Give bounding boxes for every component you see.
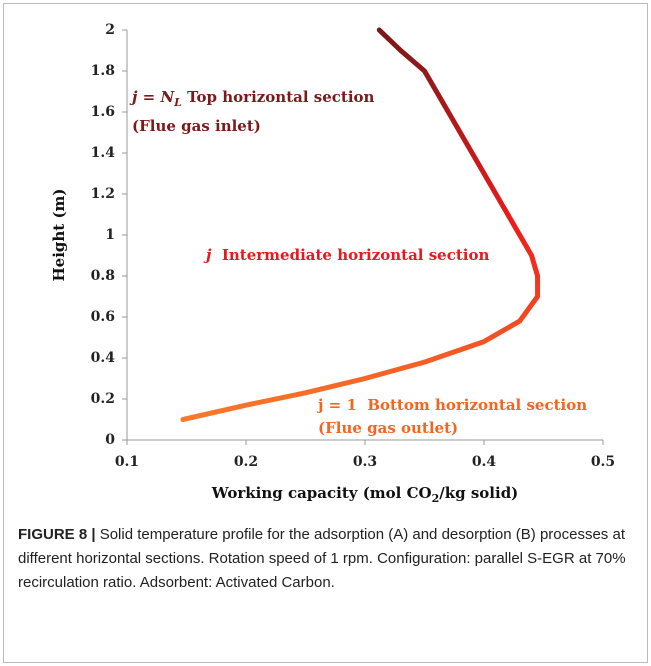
y-tick-label: 1 bbox=[105, 227, 115, 243]
x-tick-label: 0.1 bbox=[115, 454, 139, 470]
y-tick-label: 1.6 bbox=[91, 104, 115, 120]
y-tick-label: 0.8 bbox=[91, 268, 115, 284]
annotation: (Flue gas inlet) bbox=[132, 117, 261, 135]
y-tick-label: 1.8 bbox=[91, 63, 115, 79]
caption: FIGURE 8 | Solid temperature profile for… bbox=[18, 523, 633, 595]
curve bbox=[180, 27, 541, 422]
annotation-part: j bbox=[203, 246, 212, 264]
annotation: j Intermediate horizontal section bbox=[203, 246, 489, 264]
y-tick-label: 1.4 bbox=[91, 145, 116, 161]
x-tick-label: 0.2 bbox=[234, 454, 258, 470]
y-tick-label: 0.6 bbox=[91, 309, 115, 325]
annotation-part: Intermediate horizontal section bbox=[211, 246, 489, 264]
annotation: (Flue gas outlet) bbox=[318, 419, 458, 437]
caption-text: Solid temperature profile for the adsorp… bbox=[18, 526, 626, 591]
annotation-part: Top horizontal section bbox=[182, 88, 375, 106]
x-label-sub: 2 bbox=[432, 492, 440, 505]
x-tick-label: 0.5 bbox=[591, 454, 615, 470]
annotation: j = NL Top horizontal section bbox=[129, 88, 375, 109]
y-tick-label: 2 bbox=[105, 22, 115, 38]
annotation-part: j = N bbox=[129, 88, 175, 106]
y-tick-label: 1.2 bbox=[91, 186, 115, 202]
x-axis-label: Working capacity (mol CO2/kg solid) bbox=[211, 484, 519, 505]
x-tick-label: 0.3 bbox=[353, 454, 377, 470]
x-label-part: /kg solid) bbox=[439, 484, 518, 502]
x-label-part: Working capacity (mol CO bbox=[211, 484, 432, 502]
y-tick-label: 0.4 bbox=[91, 350, 116, 366]
y-tick-label: 0.2 bbox=[91, 391, 115, 407]
annotation-sub: L bbox=[173, 96, 182, 109]
chart: Height (m) Working capacity (mol CO2/kg … bbox=[50, 22, 615, 505]
caption-label: FIGURE 8 | bbox=[18, 526, 96, 543]
y-tick-label: 0 bbox=[105, 432, 115, 448]
x-tick-label: 0.4 bbox=[472, 454, 497, 470]
annotation: j = 1 Bottom horizontal section bbox=[316, 396, 587, 414]
y-axis-label: Height (m) bbox=[50, 188, 68, 281]
figure-frame bbox=[3, 3, 648, 663]
